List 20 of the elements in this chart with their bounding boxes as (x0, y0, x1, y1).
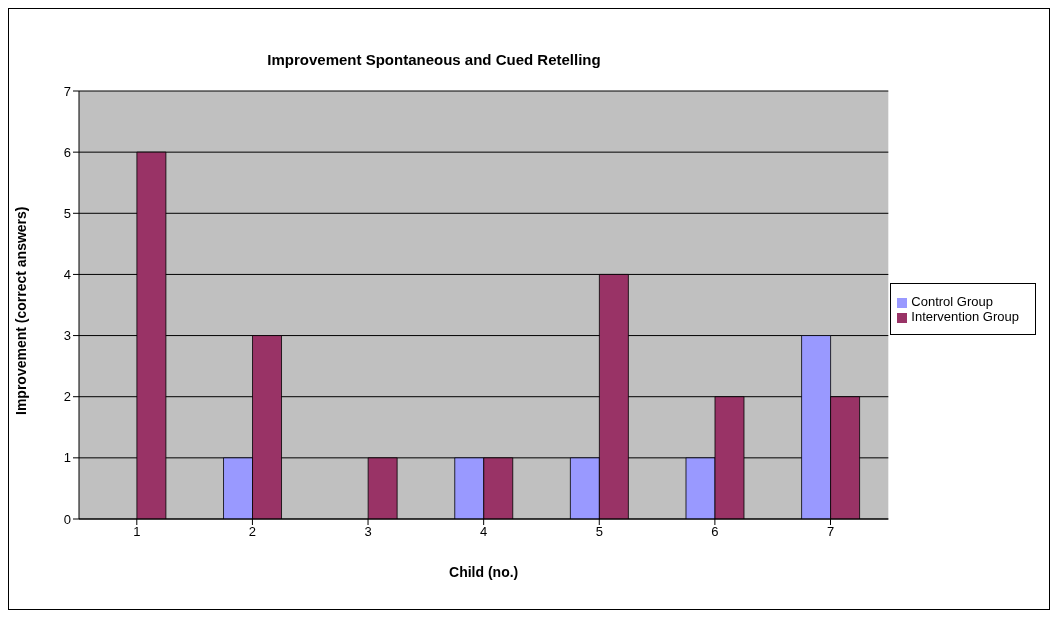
y-tick-label: 6 (63, 144, 71, 160)
y-tick-label: 2 (63, 389, 71, 405)
x-tick-label: 7 (826, 524, 835, 540)
x-tick-label: 2 (248, 524, 257, 540)
y-tick-label: 1 (63, 450, 71, 466)
x-tick-label: 3 (364, 524, 372, 540)
y-tick-label: 3 (63, 328, 71, 344)
y-tick-label: 7 (63, 83, 71, 99)
legend-label: Intervention Group (911, 309, 1019, 324)
legend-label: Control Group (911, 294, 993, 309)
y-tick-label: 5 (63, 205, 71, 221)
x-tick-label: 5 (595, 524, 603, 540)
x-axis-title: Child (no.) (449, 564, 519, 580)
y-tick-label: 4 (63, 267, 71, 283)
x-tick-label: 6 (711, 524, 719, 540)
y-tick-label: 0 (63, 511, 71, 527)
chart-title: Improvement Spontaneous and Cued Retelling (266, 51, 602, 68)
x-tick-label: 1 (133, 524, 141, 540)
x-tick-label: 4 (480, 524, 488, 540)
y-axis-title: Improvement (correct answers) (12, 206, 29, 415)
